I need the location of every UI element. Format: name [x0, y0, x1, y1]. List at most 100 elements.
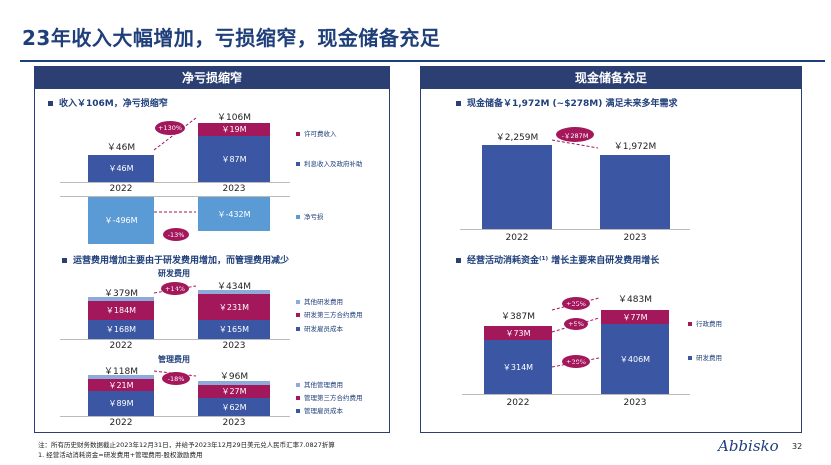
legend-license-text: 许可费收入 — [304, 130, 337, 138]
admin-axis — [60, 416, 290, 417]
legend-burn-admin-swatch — [688, 322, 692, 326]
legend-license-swatch — [296, 132, 300, 136]
legend-admin-other-text: 其他管理费用 — [304, 381, 343, 389]
legend-admin-third-party-text: 管理第三方合约费用 — [304, 394, 363, 402]
bar-rd-third-party-2022: ￥184M — [88, 301, 154, 320]
legend-rd-third-party-text: 研发第三方合约费用 — [304, 311, 363, 319]
revenue-total-2023: ￥106M — [217, 113, 251, 123]
cash-value-2022: ￥2,259M — [495, 133, 539, 143]
bar-net-loss-2022: ￥-496M — [88, 197, 154, 244]
bar-burn-admin-2023: ￥77M — [601, 310, 669, 324]
bar-burn-rd-2022: ￥314M — [484, 340, 552, 394]
burn-total-growth-badge: +25% — [562, 297, 590, 310]
bar-admin-other-2023 — [198, 381, 270, 385]
legend-net-loss-text: 净亏损 — [304, 213, 324, 221]
cash-year-2023: 2023 — [623, 233, 647, 243]
bar-admin-other-2022 — [88, 375, 154, 379]
revenue-year-2022: 2022 — [109, 184, 133, 194]
admin-change-badge: -18% — [162, 372, 190, 385]
legend-rd-third-party: 研发第三方合约费用 — [296, 309, 363, 319]
burn-year-2023: 2023 — [623, 398, 647, 408]
cash-bullet-text: 现金储备￥1,972M (~$278M) 满足未来多年需求 — [467, 99, 678, 109]
bar-interest-2023: ￥87M — [198, 136, 270, 182]
legend-rd-other-swatch — [296, 300, 300, 304]
legend-admin-staff: 管理雇员成本 — [296, 405, 343, 415]
legend-burn-rd: 研发费用 — [688, 352, 722, 362]
rd-year-2022: 2022 — [109, 341, 133, 351]
footnote-1: 注：所有历史财务数据截止2023年12月31日，并给予2023年12月29日美元… — [38, 441, 335, 449]
rd-subtitle: 研发费用 — [158, 269, 190, 278]
revenue-growth-badge: +130% — [155, 121, 185, 135]
burn-year-2022: 2022 — [506, 398, 530, 408]
burn-bullet-text: 经营活动消耗资金⁽¹⁾ 增长主要来自研发费用增长 — [467, 256, 660, 266]
legend-license: 许可费收入 — [296, 128, 337, 138]
bar-cash-2022 — [482, 145, 552, 229]
opex-bullet: 运营费用增加主要由于研发费用增加，而管理费用减少 — [62, 253, 289, 266]
cash-year-2022: 2022 — [505, 233, 529, 243]
legend-admin-staff-text: 管理雇员成本 — [304, 407, 343, 415]
bar-admin-third-party-2022: ￥21M — [88, 379, 154, 391]
legend-rd-other-text: 其他研发费用 — [304, 298, 343, 306]
admin-total-2022: ￥118M — [104, 367, 138, 377]
legend-admin-other: 其他管理费用 — [296, 379, 343, 389]
bar-rd-other-2023 — [198, 290, 270, 294]
legend-admin-staff-swatch — [296, 409, 300, 413]
legend-interest-swatch — [296, 162, 300, 166]
cash-bullet: 现金储备￥1,972M (~$278M) 满足未来多年需求 — [456, 96, 677, 109]
cash-value-2023: ￥1,972M — [613, 142, 657, 152]
revenue-bullet: 收入￥106M，净亏损缩窄 — [48, 96, 168, 109]
bullet-square-icon — [48, 101, 53, 106]
rd-axis — [60, 339, 290, 340]
legend-burn-rd-text: 研发费用 — [696, 354, 722, 362]
bar-admin-third-party-2023: ￥27M — [198, 385, 270, 398]
burn-rd-growth-badge: +29% — [562, 355, 590, 368]
legend-admin-third-party-swatch — [296, 396, 300, 400]
footnote-2: 1. 经营活动消耗资金=研发费用+管理费用-股权激励费用 — [38, 451, 203, 459]
rd-growth-badge: +14% — [161, 282, 189, 295]
legend-burn-admin: 行政费用 — [688, 318, 722, 328]
legend-interest: 利息收入及政府补助 — [296, 158, 363, 168]
rd-total-2022: ￥379M — [104, 289, 138, 299]
bar-net-loss-2023: ￥-432M — [198, 197, 270, 231]
bar-admin-staff-2023: ￥62M — [198, 398, 270, 416]
bar-rd-staff-2022: ￥168M — [88, 320, 154, 339]
net-loss-axis — [60, 196, 290, 197]
bullet-square-icon — [456, 258, 461, 263]
revenue-axis — [60, 182, 290, 183]
bullet-square-icon — [62, 258, 67, 263]
legend-burn-rd-swatch — [688, 356, 692, 360]
legend-net-loss: 净亏损 — [296, 211, 324, 221]
burn-total-2022: ￥387M — [501, 312, 535, 322]
right-panel-header: 现金储备充足 — [421, 67, 801, 89]
bar-admin-staff-2022: ￥89M — [88, 391, 154, 416]
legend-burn-admin-text: 行政费用 — [696, 320, 722, 328]
legend-rd-third-party-swatch — [296, 313, 300, 317]
bar-license-2023: ￥19M — [198, 123, 270, 136]
cash-axis — [460, 229, 690, 230]
bar-interest-2022: ￥46M — [88, 155, 154, 182]
legend-rd-staff-text: 研发雇员成本 — [304, 325, 343, 333]
bar-rd-third-party-2023: ￥231M — [198, 294, 270, 320]
cash-change-badge: -￥287M — [556, 127, 594, 142]
legend-admin-other-swatch — [296, 383, 300, 387]
bar-burn-admin-2022: ￥73M — [484, 326, 552, 340]
legend-rd-other: 其他研发费用 — [296, 296, 343, 306]
page-number: 32 — [792, 442, 803, 451]
legend-interest-text: 利息收入及政府补助 — [304, 160, 363, 168]
burn-admin-growth-badge: +5% — [564, 318, 588, 330]
legend-net-loss-swatch — [296, 215, 300, 219]
net-loss-change-badge: -13% — [163, 228, 189, 241]
burn-bullet: 经营活动消耗资金⁽¹⁾ 增长主要来自研发费用增长 — [456, 253, 659, 266]
bar-rd-other-2022 — [88, 297, 154, 301]
legend-rd-staff: 研发雇员成本 — [296, 323, 343, 333]
admin-subtitle: 管理费用 — [158, 355, 190, 364]
bar-cash-2023 — [600, 155, 670, 229]
revenue-total-2022: ￥46M — [106, 143, 136, 153]
admin-year-2022: 2022 — [109, 418, 133, 428]
opex-bullet-text: 运营费用增加主要由于研发费用增加，而管理费用减少 — [73, 256, 290, 266]
abbisko-logo: Abbisko — [718, 437, 779, 455]
rd-total-2023: ￥434M — [217, 282, 251, 292]
revenue-bullet-text: 收入￥106M，净亏损缩窄 — [59, 99, 168, 109]
slide-title: 23年收入大幅增加，亏损缩窄，现金储备充足 — [22, 26, 441, 50]
bar-rd-staff-2023: ￥165M — [198, 320, 270, 339]
